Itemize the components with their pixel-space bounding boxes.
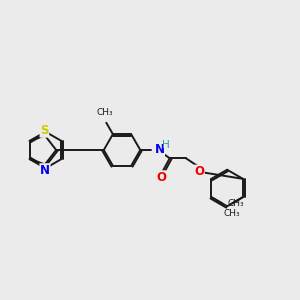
Text: O: O [156,171,166,184]
Text: H: H [162,140,170,150]
Text: CH₃: CH₃ [97,108,113,117]
Text: CH₃: CH₃ [224,208,241,217]
Text: N: N [40,164,50,177]
Text: O: O [194,165,204,178]
Text: N: N [154,143,164,156]
Text: CH₃: CH₃ [227,199,244,208]
Text: S: S [40,124,49,137]
